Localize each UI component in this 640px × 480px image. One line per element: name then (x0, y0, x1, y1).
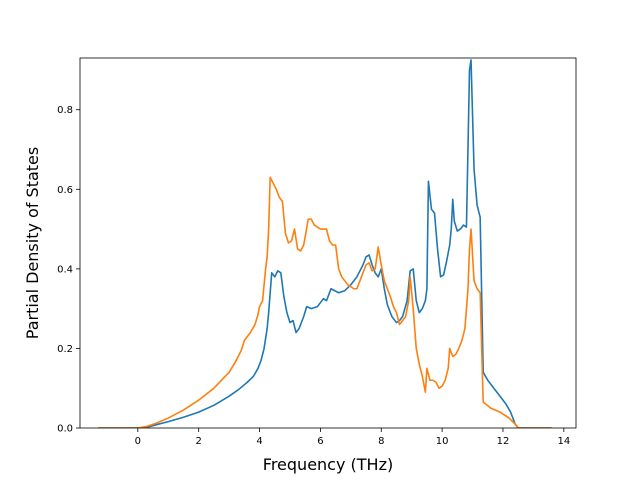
x-tick-label: 0 (135, 436, 141, 447)
y-axis-label: Partial Density of States (23, 147, 42, 339)
y-tick-label: 0.6 (57, 185, 73, 196)
x-tick-label: 12 (497, 436, 510, 447)
x-tick-label: 6 (317, 436, 323, 447)
y-tick-label: 0.0 (57, 424, 73, 435)
series-layer (98, 59, 552, 428)
x-tick-label: 14 (557, 436, 570, 447)
y-tick-label: 0.4 (57, 264, 73, 275)
x-tick-label: 8 (378, 436, 384, 447)
y-axis-ticks: 0.0 0.2 0.4 0.6 0.8 (57, 105, 80, 435)
y-tick-label: 0.2 (57, 344, 73, 355)
series-line-1 (98, 59, 552, 428)
x-axis-ticks: 0 2 4 6 8 10 12 14 (135, 428, 570, 447)
plot-frame (79, 57, 577, 429)
x-tick-label: 2 (195, 436, 201, 447)
series-line-2 (98, 176, 552, 428)
x-tick-label: 4 (256, 436, 262, 447)
y-tick-label: 0.8 (57, 105, 73, 116)
x-tick-label: 10 (436, 436, 449, 447)
x-axis-label: Frequency (THz) (263, 455, 393, 474)
